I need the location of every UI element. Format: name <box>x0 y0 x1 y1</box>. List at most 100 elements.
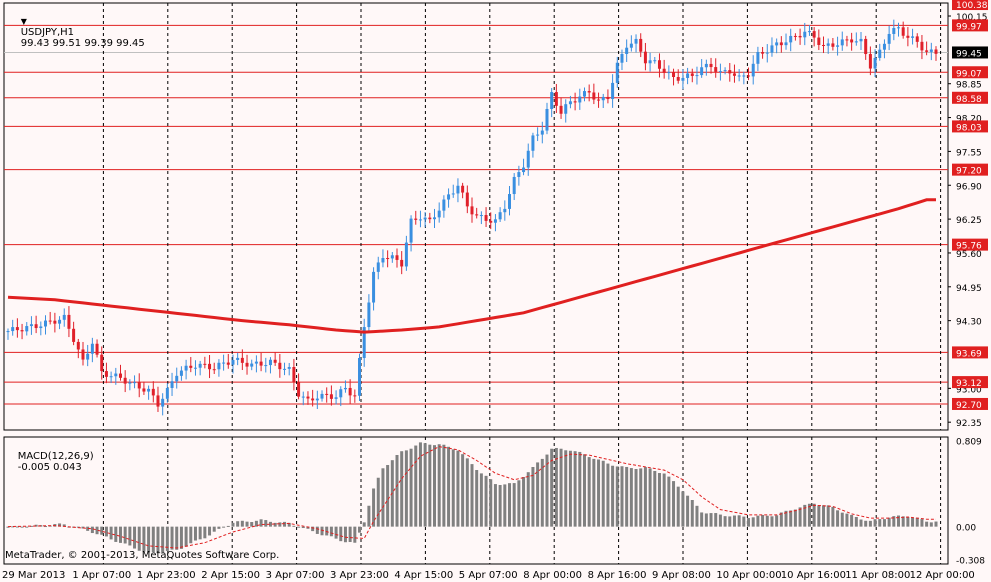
macd-histogram-bar <box>203 526 207 539</box>
price-axis-label: 93.00 <box>956 385 982 395</box>
macd-histogram-bar <box>100 526 104 535</box>
macd-histogram-bar <box>906 517 910 527</box>
bearish-candle <box>470 206 474 215</box>
bullish-candle <box>25 326 29 332</box>
price-tag-label: 97.20 <box>956 167 982 177</box>
bearish-candle <box>822 44 826 46</box>
macd-histogram-bar <box>484 475 488 527</box>
bullish-candle <box>493 219 497 223</box>
time-axis-label: 8 Apr 16:00 <box>588 570 647 581</box>
bullish-candle <box>409 218 413 243</box>
macd-histogram-bar <box>714 513 718 527</box>
macd-histogram-bar <box>20 526 24 528</box>
macd-histogram-bar <box>723 516 727 527</box>
main-panel-frame <box>3 2 949 431</box>
bearish-candle <box>934 49 938 54</box>
macd-histogram-bar <box>882 519 886 527</box>
bullish-candle <box>601 96 605 101</box>
macd-histogram-bar <box>268 521 272 527</box>
macd-histogram-bar <box>512 483 516 527</box>
macd-histogram-bar <box>43 526 47 528</box>
bearish-candle <box>348 387 352 396</box>
price-tag-label: 99.97 <box>956 22 982 32</box>
bullish-candle <box>765 52 769 54</box>
price-tag-label: 98.03 <box>956 123 982 133</box>
symbol-label: USDJPY,H1 <box>20 27 75 38</box>
bearish-candle <box>100 354 104 372</box>
macd-name: MACD(12,26,9) <box>17 451 94 462</box>
macd-histogram-bar <box>362 522 366 527</box>
time-axis-label: 5 Apr 07:00 <box>459 570 518 581</box>
macd-histogram-bar <box>718 514 722 527</box>
macd-histogram-bar <box>231 522 235 527</box>
macd-histogram-bar <box>179 526 183 549</box>
macd-histogram-bar <box>339 526 343 542</box>
macd-histogram-bar <box>128 526 132 546</box>
macd-histogram-bar <box>822 505 826 527</box>
bullish-candle <box>653 60 657 62</box>
macd-histogram-bar <box>433 445 437 527</box>
macd-histogram-bar <box>761 514 765 527</box>
macd-header: MACD(12,26,9) -0.005 0.043 <box>5 440 94 484</box>
bullish-candle <box>681 77 685 81</box>
macd-values: -0.005 0.043 <box>17 462 82 473</box>
macd-histogram-bar <box>343 526 347 543</box>
price-tag-label: 100.38 <box>956 1 988 11</box>
macd-histogram-bar <box>367 505 371 527</box>
macd-histogram-bar <box>803 504 807 527</box>
bearish-candle <box>81 349 85 360</box>
bearish-candle <box>761 52 765 54</box>
price-tag <box>952 163 988 176</box>
macd-histogram-bar <box>161 526 165 553</box>
macd-histogram-bar <box>681 491 685 527</box>
time-axis-label: 1 Apr 07:00 <box>72 570 131 581</box>
bullish-candle <box>512 176 516 195</box>
macd-histogram-bar <box>29 525 33 527</box>
macd-histogram-bar <box>897 515 901 527</box>
macd-histogram-bar <box>465 458 469 527</box>
bullish-candle <box>507 194 511 209</box>
macd-histogram-bar <box>657 473 661 527</box>
moving-average-line <box>7 198 936 334</box>
bearish-candle <box>461 185 465 193</box>
bullish-candle <box>723 70 727 72</box>
price-tag <box>952 120 988 133</box>
bearish-candle <box>906 35 910 38</box>
macd-histogram-bar <box>550 448 554 527</box>
macd-histogram-bar <box>151 526 155 553</box>
bullish-candle <box>578 96 582 103</box>
bullish-candle <box>90 343 94 354</box>
macd-histogram-bar <box>489 479 493 527</box>
time-axis-label: 10 Apr 00:00 <box>716 570 781 581</box>
macd-histogram-bar <box>850 514 854 527</box>
bullish-candle <box>451 193 455 195</box>
macd-histogram-bar <box>573 451 577 527</box>
bearish-candle <box>714 67 718 72</box>
macd-histogram-bar <box>615 466 619 527</box>
bearish-candle <box>779 42 783 46</box>
price-tag-label: 99.07 <box>956 69 982 79</box>
macd-histogram-bar <box>217 526 221 529</box>
bearish-candle <box>151 388 155 396</box>
macd-histogram-bar <box>686 495 690 527</box>
macd-histogram-bar <box>601 460 605 527</box>
macd-histogram-bar <box>447 446 451 527</box>
macd-histogram-bar <box>756 515 760 527</box>
macd-histogram-bar <box>259 519 263 527</box>
macd-histogram-bar <box>165 526 169 551</box>
macd-histogram-bar <box>812 503 816 527</box>
macd-histogram-bar <box>775 515 779 527</box>
bearish-candle <box>273 359 277 363</box>
macd-histogram-bar <box>118 526 122 543</box>
bearish-candle <box>587 91 591 93</box>
dropdown-arrow-icon[interactable]: ▼ <box>20 17 27 26</box>
macd-histogram-bar <box>273 522 277 527</box>
bullish-candle <box>531 135 535 151</box>
macd-histogram-bar <box>700 512 704 527</box>
macd-histogram-bar <box>456 450 460 527</box>
macd-histogram-bar <box>873 519 877 527</box>
bullish-candle <box>859 38 863 42</box>
macd-signal-line <box>7 446 936 549</box>
macd-histogram-bar <box>643 467 647 527</box>
